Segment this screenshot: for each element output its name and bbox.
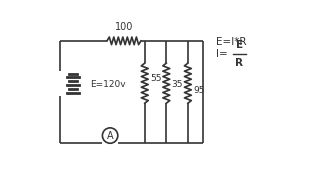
Text: 35: 35 [172, 80, 183, 89]
Text: E: E [236, 40, 243, 50]
Text: 95: 95 [193, 86, 205, 95]
Text: I=: I= [216, 49, 228, 59]
Text: R: R [236, 58, 244, 68]
Text: E=I*R: E=I*R [216, 37, 247, 47]
Text: 55: 55 [150, 74, 162, 83]
Text: E=120v: E=120v [90, 80, 126, 89]
Text: 100: 100 [115, 22, 133, 32]
Text: A: A [107, 130, 113, 141]
